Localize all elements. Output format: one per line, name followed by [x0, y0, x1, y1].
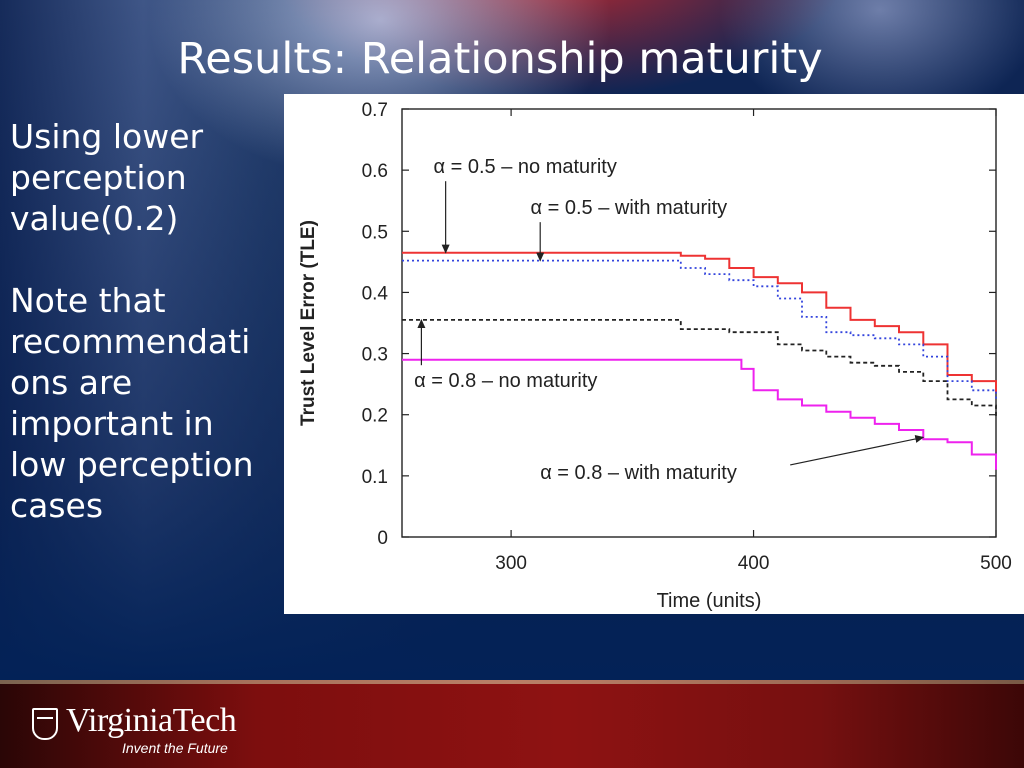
body-line: Note that: [10, 281, 166, 320]
body-line: perception: [10, 158, 187, 197]
annotation-arrow: [790, 435, 925, 466]
x-tick-label: 400: [738, 553, 770, 574]
body-line: recommendati: [10, 322, 251, 361]
y-tick-label: 0.6: [362, 161, 388, 182]
y-tick-label: 0.7: [362, 100, 388, 121]
logo-name: VirginiaTech: [66, 702, 237, 739]
body-line: Using lower: [10, 117, 204, 156]
series-line-3: [402, 319, 997, 418]
slide-title: Results: Relationship maturity: [177, 34, 823, 84]
body-line: low perception: [10, 445, 254, 484]
plot-frame: [401, 108, 997, 538]
y-tick-label: 0.3: [362, 345, 388, 366]
paragraph-gap: [10, 239, 290, 280]
annotation-label: α = 0.5 – with maturity: [530, 197, 727, 219]
y-tick-label: 0.4: [362, 283, 389, 304]
y-tick-label: 0.5: [362, 222, 388, 243]
x-tick-label: 300: [495, 553, 527, 574]
tle-line-chart: 0 0.1 0.2 0.3 0.4 0.5 0.6 0.7 300 400 500 Time (uni…: [298, 100, 1012, 612]
body-line: important in: [10, 404, 214, 443]
y-axis-label: Trust Level Error (TLE): [298, 220, 319, 426]
footer-bar: VirginiaTech Invent the Future: [0, 680, 1024, 768]
logo-tagline: Invent the Future: [122, 740, 228, 756]
annotation-label: α = 0.5 – no maturity: [434, 156, 617, 178]
annotation-label: α = 0.8 – with maturity: [540, 462, 737, 484]
x-tick-label: 500: [980, 553, 1012, 574]
chart-panel: 0 0.1 0.2 0.3 0.4 0.5 0.6 0.7 300 400 500 Time (uni…: [284, 94, 1024, 614]
y-tick-label: 0.1: [362, 467, 388, 488]
body-line: ons are: [10, 363, 133, 402]
y-tick-label: 0.2: [362, 406, 388, 427]
x-axis-label: Time (units): [657, 590, 762, 612]
series-line-4: [402, 358, 997, 470]
y-tick-label: 0: [377, 528, 388, 549]
footer-stripe: [0, 680, 1024, 684]
virginia-tech-logo: VirginiaTech Invent the Future: [32, 702, 292, 756]
body-line: value(0.2): [10, 199, 179, 238]
slide-body-text: Using lower perception value(0.2) Note that…: [10, 116, 290, 526]
series-line-1: [402, 251, 997, 394]
shield-icon: [32, 708, 58, 740]
series-line-2: [402, 259, 997, 400]
annotation-label: α = 0.8 – no maturity: [414, 370, 597, 392]
body-line: cases: [10, 486, 104, 525]
